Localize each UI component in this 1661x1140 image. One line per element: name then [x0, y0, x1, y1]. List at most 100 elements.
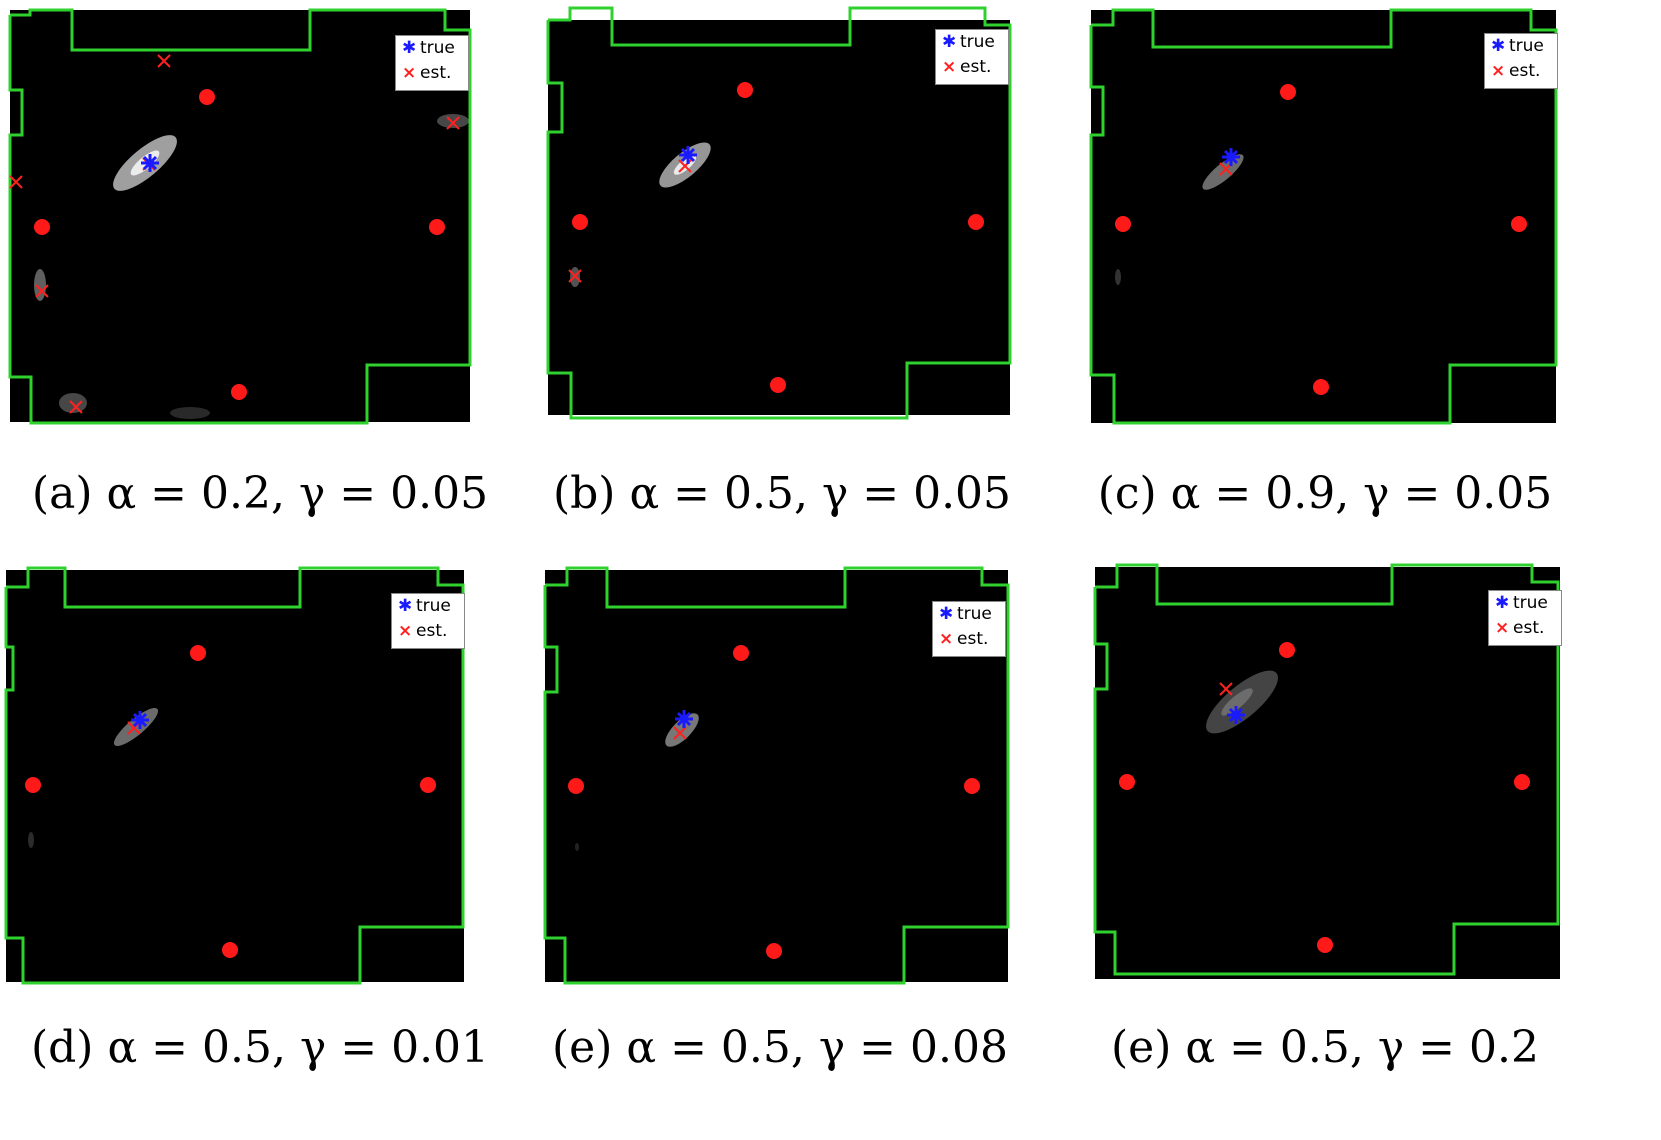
- localization-map: [543, 566, 1010, 985]
- panel-e-008: ✱ true × est.: [542, 565, 1042, 1015]
- legend-row-est: × est.: [1485, 59, 1557, 84]
- est-markers: [1219, 682, 1233, 696]
- legend-row-est: × est.: [933, 627, 1005, 652]
- legend-row-true: ✱ true: [396, 36, 468, 61]
- anchor-point: [1119, 774, 1135, 790]
- est-marker: [1219, 682, 1233, 696]
- anchor-point: [568, 778, 584, 794]
- legend: ✱ true × est.: [1484, 33, 1558, 89]
- map-background: [548, 20, 1010, 415]
- est-marker: [568, 269, 582, 283]
- anchor-point: [733, 645, 749, 661]
- est-marker-icon: ×: [942, 57, 957, 77]
- caption-e-02: (e) α = 0.5, γ = 0.2: [1111, 1022, 1539, 1073]
- est-marker-icon: ×: [939, 629, 954, 649]
- legend-row-est: × est.: [936, 55, 1008, 80]
- est-marker-icon: ×: [402, 63, 417, 83]
- legend-row-true: ✱ true: [1485, 34, 1557, 59]
- heat-blob: [1115, 269, 1121, 285]
- true-marker-icon: ✱: [1495, 593, 1510, 613]
- est-marker: [157, 54, 171, 68]
- panel-a: ✱ true × est.: [5, 5, 505, 455]
- anchor-point: [429, 219, 445, 235]
- true-marker-icon: ✱: [939, 604, 954, 624]
- legend-row-true: ✱ true: [1489, 591, 1561, 616]
- legend: ✱ true × est.: [395, 35, 469, 91]
- heat-blob: [575, 843, 579, 851]
- anchor-point: [766, 943, 782, 959]
- true-marker-icon: ✱: [398, 596, 413, 616]
- legend-row-true: ✱ true: [392, 594, 464, 619]
- room-boundary: [1093, 563, 1560, 976]
- map-background: [1095, 567, 1560, 979]
- true-marker: [675, 710, 693, 728]
- est-markers: [673, 726, 687, 740]
- legend-label-est: est.: [1513, 618, 1545, 638]
- legend-label-true: true: [957, 604, 992, 624]
- heat-blob: [170, 407, 210, 419]
- anchor-point: [420, 777, 436, 793]
- anchor-point: [737, 82, 753, 98]
- room-boundary: [546, 6, 1012, 420]
- true-marker: [1222, 148, 1240, 166]
- legend: ✱ true × est.: [391, 593, 465, 649]
- room-boundary: [4, 566, 465, 985]
- map-background: [6, 570, 464, 982]
- localization-map: [1093, 563, 1560, 979]
- legend: ✱ true × est.: [935, 29, 1009, 85]
- panel-c: ✱ true × est.: [1088, 5, 1588, 455]
- est-marker-icon: ×: [398, 621, 413, 641]
- true-marker: [131, 711, 149, 729]
- est-marker-icon: ×: [1495, 618, 1510, 638]
- anchor-point: [968, 214, 984, 230]
- anchor-point: [199, 89, 215, 105]
- room-boundary: [8, 8, 472, 425]
- localization-map: [1089, 8, 1558, 425]
- legend-row-true: ✱ true: [936, 30, 1008, 55]
- legend-label-true: true: [416, 596, 451, 616]
- est-marker-icon: ×: [1491, 61, 1506, 81]
- legend-row-est: × est.: [392, 619, 464, 644]
- est-marker: [9, 175, 23, 189]
- anchor-point: [964, 778, 980, 794]
- anchor-point: [1514, 774, 1530, 790]
- legend-label-est: est.: [960, 57, 992, 77]
- anchor-point: [1280, 84, 1296, 100]
- localization-map: [546, 6, 1012, 420]
- anchor-point: [770, 377, 786, 393]
- legend-label-est: est.: [1509, 61, 1541, 81]
- anchor-point: [190, 645, 206, 661]
- anchor-point: [1317, 937, 1333, 953]
- caption-a: (a) α = 0.2, γ = 0.05: [31, 468, 489, 519]
- anchor-point: [572, 214, 588, 230]
- legend-label-true: true: [1509, 36, 1544, 56]
- anchor-point: [1511, 216, 1527, 232]
- legend-label-est: est.: [957, 629, 989, 649]
- room-boundary: [543, 566, 1010, 985]
- anchor-point: [231, 384, 247, 400]
- legend-label-true: true: [1513, 593, 1548, 613]
- anchor-point: [1313, 379, 1329, 395]
- est-marker: [446, 116, 460, 130]
- est-marker: [35, 284, 49, 298]
- anchor-point: [1279, 642, 1295, 658]
- map-background: [10, 10, 470, 422]
- heat-core: [1221, 688, 1253, 716]
- legend: ✱ true × est.: [932, 601, 1006, 657]
- anchor-point: [25, 777, 41, 793]
- panel-e-02: ✱ true × est.: [1092, 562, 1592, 1012]
- true-marker: [1227, 706, 1245, 724]
- anchor-point: [1115, 216, 1131, 232]
- legend-label-est: est.: [420, 63, 452, 83]
- legend-label-est: est.: [416, 621, 448, 641]
- heat-blob: [437, 114, 469, 128]
- map-background: [1091, 10, 1556, 423]
- caption-b: (b) α = 0.5, γ = 0.05: [552, 468, 1012, 519]
- panel-b: ✱ true × est.: [545, 5, 1045, 455]
- panel-d: ✱ true × est.: [3, 565, 503, 1015]
- true-marker-icon: ✱: [1491, 36, 1506, 56]
- localization-map: [8, 8, 472, 425]
- localization-map: [4, 566, 465, 985]
- legend-row-true: ✱ true: [933, 602, 1005, 627]
- est-marker: [69, 400, 83, 414]
